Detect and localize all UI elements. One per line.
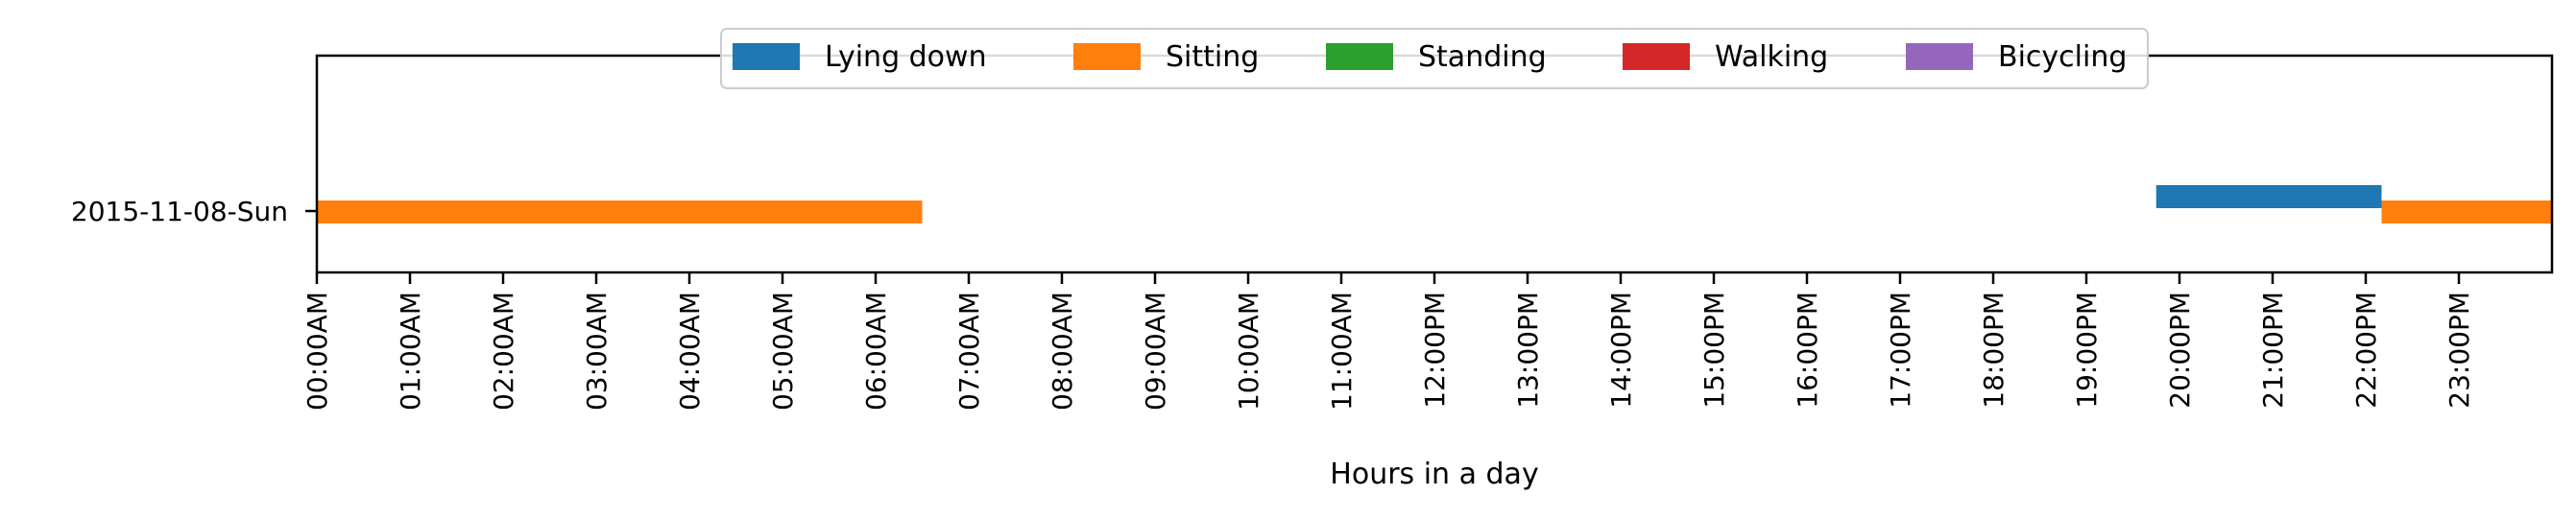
legend-label-sitting: Sitting: [1166, 40, 1259, 74]
x-tick-label: 22:00PM: [2350, 292, 2382, 409]
x-tick-label: 07:00AM: [953, 292, 985, 411]
y-tick-label: 2015-11-08-Sun: [71, 196, 288, 227]
legend-label-lying-down: Lying down: [825, 40, 987, 74]
x-tick-label: 11:00AM: [1326, 292, 1358, 411]
x-tick-label: 04:00AM: [674, 292, 706, 411]
x-tick-label: 02:00AM: [488, 292, 519, 411]
x-tick-label: 00:00AM: [301, 292, 333, 411]
legend-swatch-lying-down: [733, 43, 800, 70]
legend: Lying down Sitting Standing Walking Bicyclin…: [720, 28, 2149, 89]
activity-bars: [317, 185, 2552, 224]
activity-bar-lying-down: [2155, 185, 2382, 208]
legend-swatch-standing: [1326, 43, 1393, 70]
y-axis: 2015-11-08-Sun: [71, 196, 317, 227]
x-tick-label: 14:00PM: [1605, 292, 1637, 409]
x-tick-label: 08:00AM: [1047, 292, 1078, 411]
x-tick-label: 05:00AM: [767, 292, 799, 411]
x-tick-label: 01:00AM: [395, 292, 426, 411]
x-tick-label: 15:00PM: [1698, 292, 1730, 409]
legend-swatch-sitting: [1073, 43, 1141, 70]
x-tick-label: 23:00PM: [2444, 292, 2475, 409]
activity-bar-sitting: [317, 200, 923, 224]
x-tick-label: 12:00PM: [1419, 292, 1451, 409]
legend-label-walking: Walking: [1715, 40, 1828, 74]
x-tick-label: 13:00PM: [1512, 292, 1544, 409]
x-tick-label: 18:00PM: [1978, 292, 2010, 409]
legend-label-standing: Standing: [1418, 40, 1547, 74]
x-tick-label: 09:00AM: [1140, 292, 1171, 411]
x-axis-label: Hours in a day: [1330, 458, 1538, 491]
x-axis: 00:00AM 01:00AM 02:00AM 03:00AM 04:00AM 05:00…: [301, 272, 2475, 411]
legend-label-bicycling: Bicycling: [1998, 40, 2127, 74]
x-tick-label: 06:00AM: [860, 292, 892, 411]
x-tick-label: 20:00PM: [2164, 292, 2196, 409]
x-tick-label: 03:00AM: [581, 292, 613, 411]
x-tick-label: 19:00PM: [2071, 292, 2103, 409]
legend-swatch-bicycling: [1906, 43, 1973, 70]
x-tick-label: 17:00PM: [1885, 292, 1916, 409]
legend-swatch-walking: [1623, 43, 1690, 70]
x-tick-label: 21:00PM: [2257, 292, 2289, 409]
activity-bar-sitting: [2381, 200, 2552, 224]
x-tick-label: 16:00PM: [1792, 292, 1823, 409]
x-tick-label: 10:00AM: [1233, 292, 1264, 411]
